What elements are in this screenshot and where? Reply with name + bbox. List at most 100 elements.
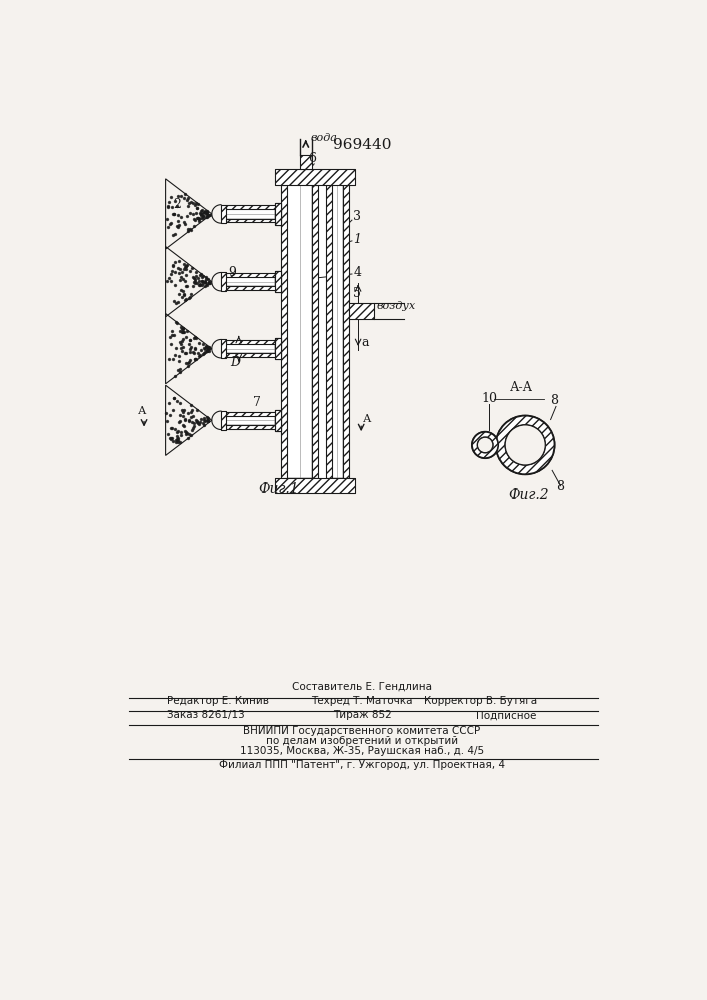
Point: [181, 278, 192, 294]
Bar: [226, 273, 275, 277]
Circle shape: [472, 432, 498, 458]
Point: [180, 345, 192, 361]
Point: [183, 413, 194, 429]
Point: [180, 355, 192, 371]
Point: [192, 402, 203, 418]
Point: [185, 339, 197, 355]
Point: [168, 293, 179, 309]
Point: [174, 334, 185, 350]
Point: [169, 206, 180, 222]
Point: [165, 407, 176, 423]
Point: [183, 426, 194, 442]
Point: [182, 358, 194, 374]
Point: [167, 420, 178, 436]
Text: Тираж 852: Тираж 852: [332, 710, 392, 720]
Point: [172, 393, 183, 409]
Point: [188, 408, 199, 424]
Text: А: А: [363, 414, 371, 424]
Point: [200, 339, 211, 355]
Point: [180, 426, 192, 442]
Point: [173, 265, 185, 281]
Point: [203, 274, 214, 290]
Point: [185, 222, 197, 238]
Point: [161, 273, 173, 289]
Bar: [326, 185, 332, 478]
Point: [179, 273, 190, 289]
Point: [175, 424, 187, 440]
Point: [170, 432, 182, 448]
Point: [173, 423, 184, 439]
Point: [182, 430, 193, 446]
Point: [166, 327, 177, 343]
Point: [181, 425, 192, 441]
Point: [168, 227, 179, 243]
Point: [175, 364, 186, 380]
Point: [194, 273, 205, 289]
Point: [200, 209, 211, 225]
Point: [196, 266, 207, 282]
Point: [197, 275, 208, 291]
Point: [182, 405, 193, 421]
Point: [177, 321, 188, 337]
Point: [165, 189, 177, 205]
Point: [199, 204, 211, 220]
Text: 7: 7: [253, 396, 262, 409]
Point: [194, 416, 205, 432]
Point: [176, 264, 187, 280]
Point: [204, 275, 215, 291]
Point: [175, 188, 186, 204]
Point: [185, 352, 196, 368]
Point: [168, 390, 180, 406]
Point: [202, 339, 214, 355]
Point: [194, 205, 206, 221]
Point: [173, 414, 185, 430]
Point: [191, 268, 202, 284]
Point: [191, 264, 202, 280]
Point: [170, 295, 182, 311]
Text: Техред Т. Маточка: Техред Т. Маточка: [311, 696, 413, 706]
Point: [185, 205, 196, 221]
Point: [169, 226, 180, 242]
Point: [168, 327, 180, 343]
Point: [173, 253, 185, 269]
Point: [200, 338, 211, 354]
Bar: [318, 185, 326, 478]
Point: [182, 223, 194, 239]
Bar: [275, 410, 281, 431]
Bar: [275, 410, 281, 431]
Point: [195, 347, 206, 363]
Point: [182, 198, 194, 214]
Point: [169, 277, 180, 293]
Point: [164, 430, 175, 446]
Point: [175, 336, 187, 352]
Point: [189, 197, 201, 213]
Point: [202, 207, 214, 223]
Bar: [275, 478, 355, 493]
Bar: [221, 339, 226, 358]
Bar: [226, 340, 275, 344]
Point: [171, 218, 182, 234]
Point: [185, 194, 197, 210]
Text: a: a: [361, 336, 368, 349]
Point: [175, 209, 186, 225]
Bar: [281, 185, 287, 478]
Bar: [221, 411, 226, 430]
Point: [190, 205, 201, 221]
Point: [177, 331, 189, 347]
Point: [189, 340, 200, 356]
Point: [171, 198, 182, 214]
Bar: [226, 219, 275, 222]
Point: [169, 421, 180, 437]
Point: [172, 428, 183, 444]
Point: [201, 343, 213, 359]
Point: [175, 282, 187, 298]
Point: [197, 336, 209, 352]
Point: [192, 200, 203, 216]
Point: [188, 330, 199, 346]
Point: [184, 195, 195, 211]
Point: [184, 336, 195, 352]
Point: [185, 427, 197, 443]
Point: [196, 203, 207, 219]
Point: [186, 402, 197, 418]
Bar: [326, 185, 332, 478]
